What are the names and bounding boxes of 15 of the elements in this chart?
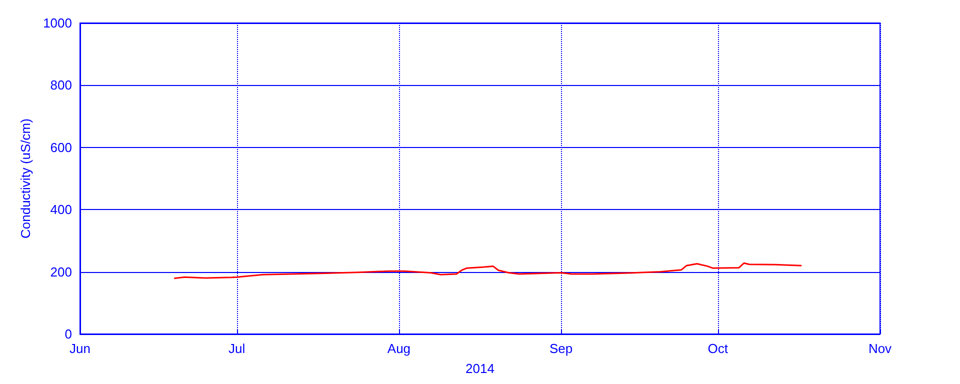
y-tick-label: 600 <box>50 140 72 155</box>
y-axis-title: Conductivity (uS/cm) <box>18 118 34 238</box>
x-tick-label: Jun <box>70 341 90 356</box>
x-tick-label: Sep <box>549 341 573 356</box>
x-tick-label: Nov <box>868 341 892 356</box>
line-series <box>173 262 802 280</box>
y-tick-label: 0 <box>64 326 72 342</box>
y-tick-label: 200 <box>50 264 72 280</box>
x-tick-label: Oct <box>708 341 728 356</box>
x-tick-label: Aug <box>387 341 411 356</box>
x-tick-label: Jul <box>228 341 246 356</box>
x-axis-title: 2014 <box>466 361 494 376</box>
y-tick-label: 1000 <box>43 16 72 30</box>
y-tick-label: 400 <box>50 202 72 218</box>
y-tick-label: 800 <box>50 78 72 93</box>
